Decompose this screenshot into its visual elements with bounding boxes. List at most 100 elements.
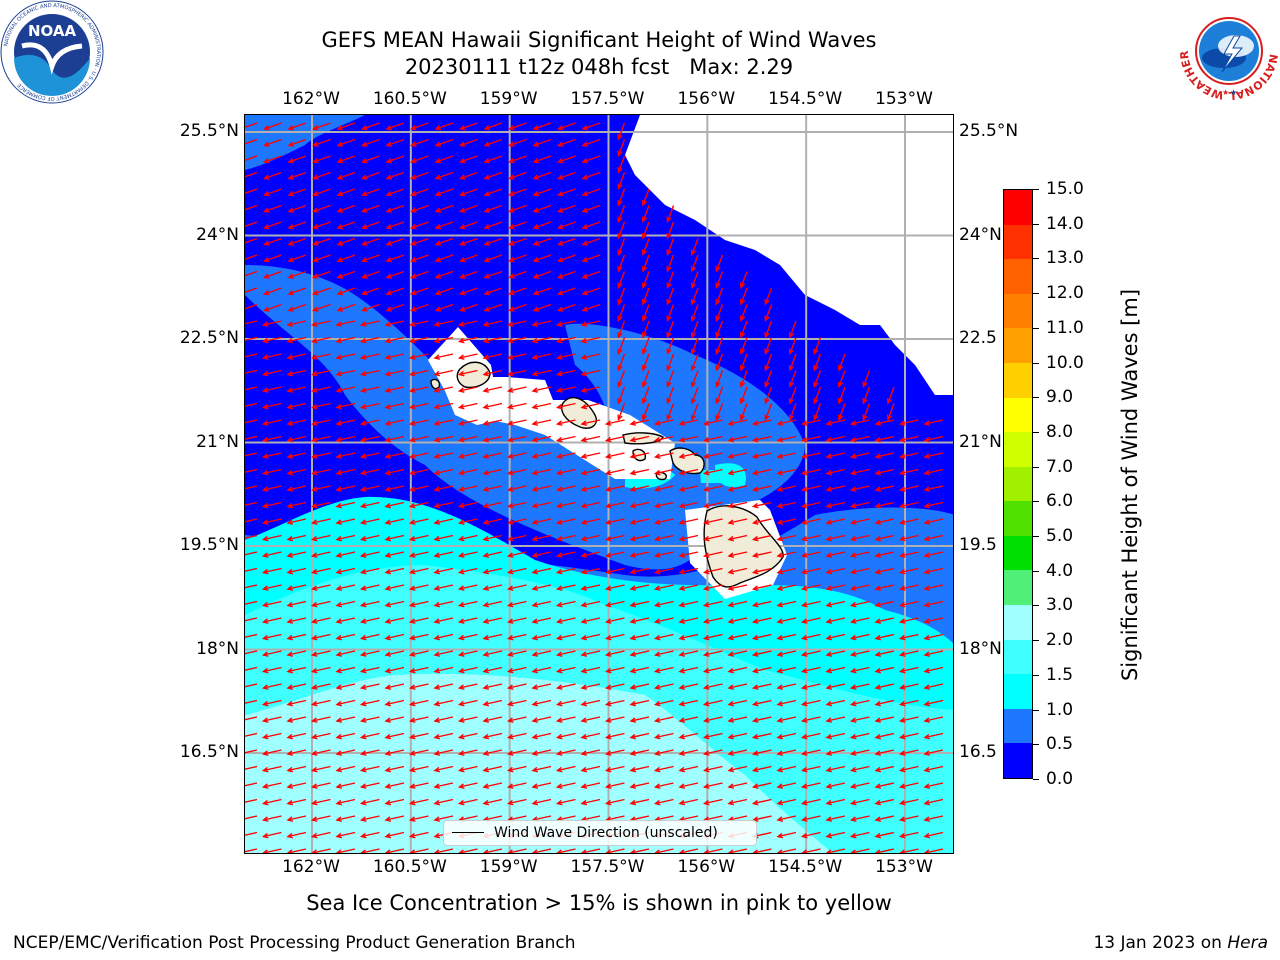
title-line-2: 20230111 t12z 048h fcst Max: 2.29 xyxy=(404,55,794,79)
wind-wave-arrow xyxy=(739,386,748,405)
wind-wave-arrow xyxy=(776,419,797,426)
wind-wave-arrow xyxy=(727,699,748,707)
wind-wave-arrow xyxy=(482,369,503,377)
wind-wave-arrow xyxy=(310,567,331,575)
wind-wave-arrow xyxy=(825,732,846,740)
wind-wave-arrow xyxy=(617,188,626,207)
wind-wave-arrow xyxy=(433,650,454,657)
wind-wave-arrow xyxy=(702,518,723,525)
wind-wave-arrow xyxy=(458,270,478,279)
wind-wave-arrow xyxy=(336,122,356,131)
wind-wave-arrow xyxy=(923,485,944,492)
wind-wave-arrow xyxy=(678,765,699,773)
wind-wave-arrow xyxy=(531,633,552,641)
wind-wave-arrow xyxy=(261,501,282,509)
wind-wave-arrow xyxy=(800,468,821,476)
wind-wave-arrow xyxy=(555,518,576,525)
wind-wave-arrow xyxy=(245,551,258,556)
wind-wave-arrow xyxy=(287,122,307,131)
wind-wave-arrow xyxy=(678,848,699,853)
wind-wave-arrow xyxy=(457,650,478,657)
wind-wave-arrow xyxy=(310,699,331,707)
wind-wave-arrow xyxy=(825,683,846,690)
wind-wave-arrow xyxy=(727,534,748,542)
wind-wave-arrow xyxy=(604,584,625,591)
wind-wave-arrow xyxy=(751,584,772,591)
wind-wave-arrow xyxy=(715,287,724,306)
wind-wave-arrow xyxy=(482,600,503,608)
wind-wave-arrow xyxy=(898,419,919,426)
wind-wave-arrow xyxy=(556,287,576,296)
wind-wave-arrow xyxy=(825,699,846,707)
wind-wave-arrow xyxy=(862,403,871,422)
wind-wave-arrow xyxy=(849,798,870,806)
wind-wave-arrow xyxy=(629,435,650,443)
wind-wave-arrow xyxy=(800,732,821,740)
wind-wave-arrow xyxy=(311,848,331,853)
wind-wave-arrow xyxy=(653,452,674,459)
wind-wave-arrow xyxy=(482,666,503,674)
wind-wave-arrow xyxy=(408,468,429,476)
wind-wave-arrow xyxy=(678,452,699,459)
wind-wave-arrow xyxy=(531,501,552,509)
wind-wave-arrow xyxy=(837,403,846,422)
wind-wave-arrow xyxy=(286,699,307,707)
wind-wave-arrow xyxy=(434,221,454,230)
wind-wave-arrow xyxy=(580,551,601,558)
wind-wave-arrow xyxy=(764,320,773,339)
wind-wave-arrow xyxy=(531,699,552,707)
wind-wave-arrow xyxy=(286,501,307,509)
wind-wave-arrow xyxy=(629,501,650,509)
noaa-logo-text: NOAA xyxy=(28,22,77,40)
wind-wave-arrow xyxy=(898,600,919,608)
wind-wave-arrow xyxy=(261,633,282,641)
wind-wave-arrow xyxy=(311,204,331,213)
wind-wave-arrow xyxy=(923,551,944,558)
wind-wave-arrow xyxy=(311,303,331,312)
wind-wave-arrow xyxy=(434,171,454,180)
wind-wave-arrow xyxy=(434,254,454,263)
wind-wave-arrow xyxy=(739,370,748,389)
wind-wave-arrow xyxy=(629,749,650,756)
wind-wave-arrow xyxy=(359,633,380,641)
wind-wave-arrow xyxy=(604,633,625,641)
wind-wave-arrow xyxy=(702,435,723,443)
wind-wave-arrow xyxy=(825,435,846,443)
x-tick-label: 157.5°W xyxy=(570,89,645,109)
wind-wave-arrow xyxy=(245,402,258,407)
wind-wave-arrow xyxy=(335,435,356,443)
colorbar-tick-label: 10.0 xyxy=(1046,352,1084,373)
wind-wave-arrow xyxy=(849,782,870,789)
wind-wave-arrow xyxy=(483,171,503,180)
wind-wave-arrow xyxy=(310,402,331,410)
wind-wave-arrow xyxy=(923,749,944,756)
wind-wave-arrow xyxy=(874,815,895,822)
wind-wave-arrow xyxy=(604,452,625,459)
colorbar xyxy=(1003,189,1033,779)
wind-wave-arrow xyxy=(286,650,307,657)
wind-wave-arrow xyxy=(874,650,895,657)
wind-wave-arrow xyxy=(556,270,576,279)
wind-wave-arrow xyxy=(776,732,797,740)
wind-wave-arrow xyxy=(457,501,478,509)
wind-wave-arrow xyxy=(702,782,723,789)
wind-wave-arrow xyxy=(556,237,576,246)
wind-wave-arrow xyxy=(898,584,919,591)
wind-wave-arrow xyxy=(245,419,258,424)
wind-wave-arrow xyxy=(506,336,527,344)
wind-wave-arrow xyxy=(245,600,258,605)
wind-wave-arrow xyxy=(310,650,331,657)
wind-wave-arrow xyxy=(678,650,699,657)
wind-wave-arrow xyxy=(849,485,870,492)
wind-wave-arrow xyxy=(555,798,576,806)
wind-wave-arrow xyxy=(727,683,748,690)
wind-wave-arrow xyxy=(555,584,576,591)
wind-wave-arrow xyxy=(506,353,527,360)
wind-wave-arrow xyxy=(408,336,429,344)
wind-wave-arrow xyxy=(764,304,773,323)
wind-wave-arrow xyxy=(482,567,503,575)
wind-wave-arrow xyxy=(580,650,601,657)
wind-wave-arrow xyxy=(788,403,797,422)
wind-wave-arrow xyxy=(751,666,772,674)
wind-wave-arrow xyxy=(409,287,429,296)
